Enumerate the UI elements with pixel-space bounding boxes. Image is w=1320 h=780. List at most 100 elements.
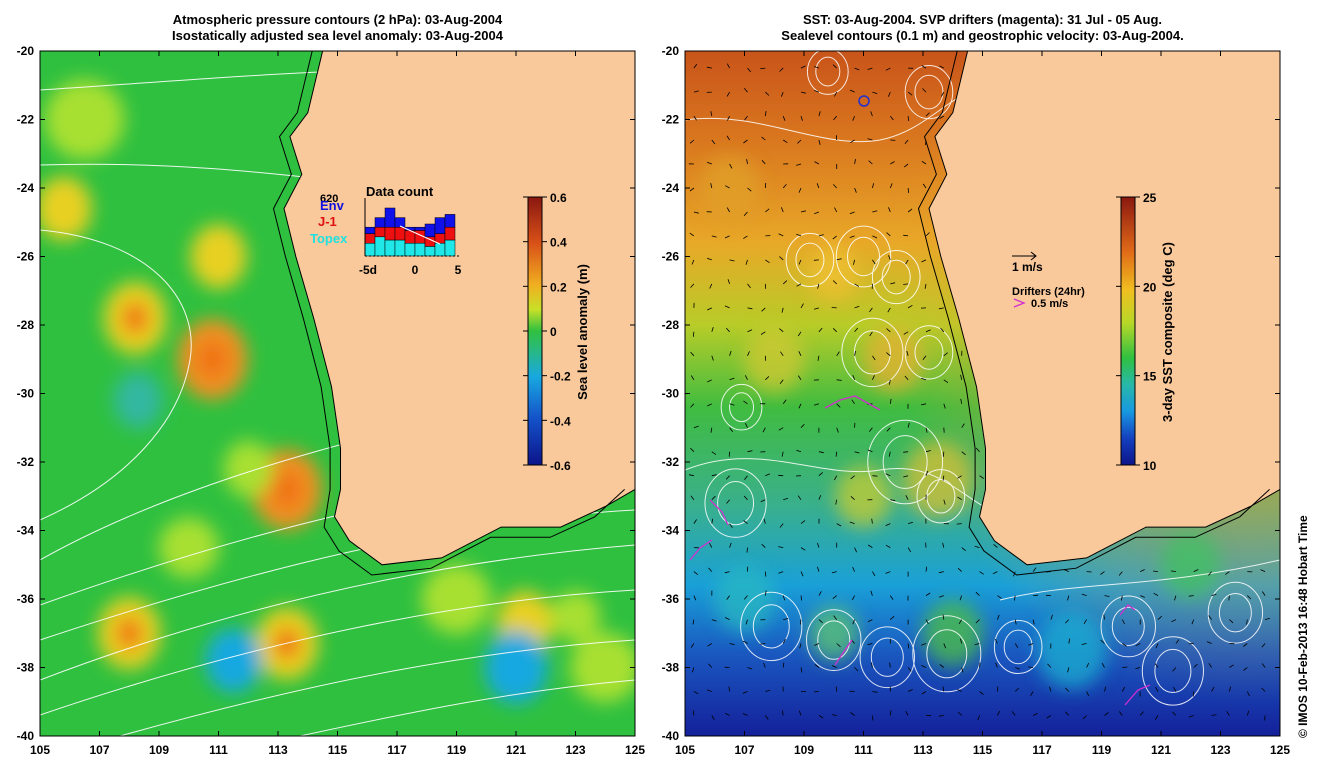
data-count-bar-j1 [434,233,446,244]
data-count-bar-topex [414,242,426,257]
data-count-bar-env [434,217,446,234]
lat-tick-label: -34 [17,524,35,538]
lat-tick-label: -32 [17,455,35,469]
colorbar-tick-label: 0.4 [550,236,567,250]
colorbar-tick-label: 25 [1143,191,1157,205]
sst-colorbar: 25 20 15 10 3-day SST composite (deg C) [1116,191,1175,473]
left-title-line1: Atmospheric pressure contours (2 hPa): 0… [172,12,503,27]
lat-tick-label: -36 [17,592,35,606]
velocity-legend-label: 1 m/s [1012,260,1043,274]
lon-tick-label: 115 [328,743,348,757]
data-count-bar-topex [404,242,416,257]
data-count-bar-topex [374,236,386,257]
drifter-legend-title: Drifters (24hr) [1012,286,1085,298]
data-count-bar-j1 [394,226,406,241]
lat-tick-label: -38 [17,661,35,675]
data-count-bar-topex [364,242,376,257]
legend-env: Env [320,198,345,213]
lon-tick-label: 119 [1092,743,1112,757]
lat-tick-label: -32 [662,455,680,469]
sla-lon-ticks: 105 107 109 111 113 115 117 119 121 123 125 [30,51,645,757]
colorbar-tick-label: 15 [1143,370,1157,384]
data-count-bar-env [424,223,436,238]
lon-tick-label: 111 [854,743,873,757]
lon-tick-label: 121 [1151,743,1171,757]
data-count-inset: Data count 620 Env J-1 Topex -5d 0 5 [310,184,462,277]
sla-feature [40,176,92,241]
lon-tick-label: 119 [447,743,467,757]
lon-tick-label: 107 [734,743,754,757]
lat-tick-label: -28 [662,318,680,332]
inset-xtick-label: -5d [359,263,377,277]
colorbar-tick-label: -0.6 [550,459,571,473]
lat-tick-label: -20 [17,44,35,58]
lon-tick-label: 109 [149,743,169,757]
sst-land-mask [928,51,1280,566]
lat-tick-label: -40 [17,729,35,743]
sst-lon-ticks: 105 107 109 111 113 115 117 119 121 123 125 [675,51,1290,757]
data-count-bar-topex [434,242,446,257]
sla-feature [113,372,163,429]
data-count-bar-j1 [444,226,456,241]
data-count-bars [364,207,456,257]
data-count-bar-topex [424,246,436,257]
lon-tick-label: 123 [1210,743,1230,757]
sla-lat-ticks: -20 -22 -24 -26 -28 -30 -32 -34 -36 -38 -40 [17,44,635,743]
drifter-tracks [689,395,1151,706]
colorbar-tick-label: 0 [550,325,557,339]
sla-anomaly-field [40,79,635,704]
left-title-line2: Isostatically adjusted sea level anomaly… [172,28,503,43]
lon-tick-label: 123 [565,743,585,757]
sst-lat-ticks: -20 -22 -24 -26 -28 -30 -32 -34 -36 -38 -40 [662,44,1280,743]
credit-text: © IMOS 10-Feb-2013 16:48 Hobart Time [1296,515,1310,738]
lon-tick-label: 111 [209,743,228,757]
lat-tick-label: -22 [662,113,680,127]
sst-colorbar-ramp [1120,196,1136,466]
sla-feature [205,628,262,693]
sst-shelf-contour [917,51,1270,576]
colorbar-tick-label: 20 [1143,280,1157,294]
legend-j1: J-1 [318,214,337,229]
data-count-bar-topex [394,239,406,257]
legend-topex: Topex [310,231,348,246]
data-count-bar-j1 [384,226,396,241]
lon-tick-label: 125 [1270,743,1290,757]
lat-tick-label: -40 [662,729,680,743]
sla-map-panel [40,51,635,736]
colorbar-tick-label: -0.4 [550,414,571,428]
data-count-bar-env [444,214,456,228]
lon-tick-label: 107 [89,743,109,757]
right-title-line2: Sealevel contours (0.1 m) and geostrophi… [781,28,1184,43]
sla-feature [223,440,273,498]
lon-tick-label: 121 [506,743,526,757]
lon-tick-label: 125 [625,743,645,757]
drifter-legend: Drifters (24hr) 0.5 m/s [1012,286,1085,310]
sst-map-panel [685,51,1280,736]
lon-tick-label: 113 [913,743,933,757]
sla-colorbar-ticks: 0.6 0.4 0.2 0 -0.2 -0.4 -0.6 [523,191,571,473]
lat-tick-label: -26 [17,250,35,264]
right-title-line1: SST: 03-Aug-2004. SVP drifters (magenta)… [802,12,1163,27]
velocity-legend: 1 m/s [1012,251,1043,274]
lat-tick-label: -28 [17,318,35,332]
lon-tick-label: 105 [675,743,695,757]
sealevel-contours [685,51,1280,706]
data-count-bar-topex [444,239,456,257]
lat-tick-label: -36 [662,592,680,606]
data-count-bar-env [394,217,406,228]
data-count-bar-j1 [364,233,376,244]
lat-tick-label: -20 [662,44,680,58]
sla-feature [484,631,548,704]
sla-colorbar-ramp [527,196,543,466]
lat-tick-label: -30 [17,387,35,401]
sla-shelf-contour [272,51,625,576]
sst-eddy-field [699,155,1221,689]
lat-tick-label: -38 [662,661,680,675]
lon-tick-label: 117 [1032,743,1052,757]
colorbar-tick-label: -0.2 [550,370,571,384]
colorbar-tick-label: 0.2 [550,280,567,294]
lon-tick-label: 105 [30,743,50,757]
sla-colorbar-label: Sea level anomaly (m) [575,264,590,400]
data-count-bar-topex [384,239,396,257]
